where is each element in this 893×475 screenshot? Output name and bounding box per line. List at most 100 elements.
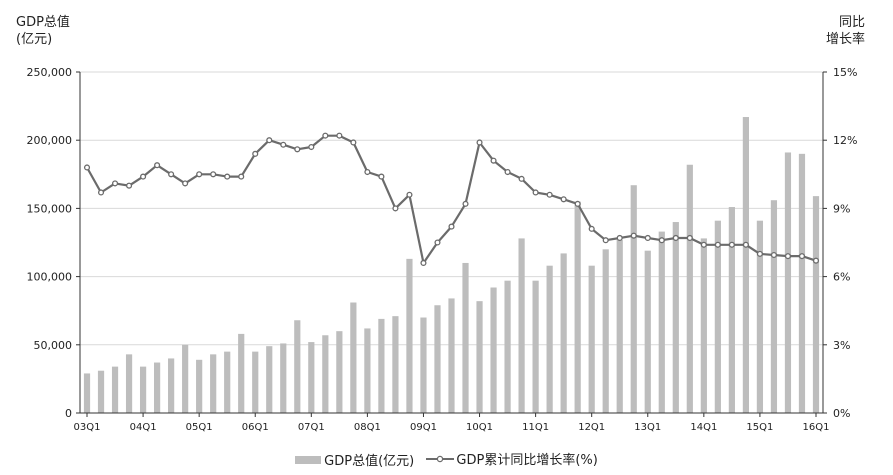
legend-swatch-line [426,455,455,462]
growth-point [182,180,189,187]
growth-point [532,189,539,196]
growth-point [238,173,245,180]
bar [154,362,161,413]
growth-point [658,237,665,244]
growth-point [588,225,595,232]
bar [182,344,189,413]
bar [518,238,525,413]
bar [434,305,441,413]
bar [700,238,707,413]
right-axis-title-line1: 同比 [838,15,865,30]
bar [770,200,778,413]
legend-swatch-bar [295,455,322,464]
growth-point [728,241,735,248]
left-axis-title-line1: GDP总值 [16,15,70,30]
left-tick-label: 0 [65,407,72,420]
x-tick-label: 08Q1 [354,422,381,433]
bar [448,298,455,413]
growth-point [434,239,441,246]
growth-point [518,175,525,182]
bar [252,351,259,413]
right-tick-label: 0% [833,407,850,420]
bar [406,258,413,413]
bar [658,231,665,413]
growth-point [210,171,217,178]
growth-point [196,171,203,178]
right-tick-label: 12% [833,134,857,147]
growth-point [406,191,413,198]
left-tick-label: 200,000 [27,134,73,147]
growth-point [770,251,777,259]
bar [602,249,609,413]
growth-point [574,200,581,207]
bar [616,239,623,413]
growth-point [168,171,175,178]
bar [238,333,245,413]
bar [812,196,820,413]
x-tick-label: 12Q1 [578,422,605,433]
growth-point [83,164,91,171]
growth-point [602,237,609,244]
growth-point [546,191,553,198]
legend-label-gdp: GDP总值(亿元) [324,454,415,469]
bar [97,370,105,413]
growth-point [336,132,343,139]
growth-point [630,232,637,239]
bar [224,351,231,413]
bar [546,265,553,413]
x-tick-label: 07Q1 [298,422,325,433]
growth-point [420,259,427,267]
growth-point [266,137,273,144]
x-tick-label: 06Q1 [242,422,269,433]
bar [462,262,469,413]
bar [308,342,315,413]
bar [742,117,749,414]
bar [322,335,329,413]
x-tick-label: 14Q1 [690,422,717,433]
bar [714,220,721,413]
bar [798,153,806,413]
x-tick-label: 09Q1 [410,422,437,433]
bar [210,354,217,413]
right-tick-label: 15% [833,66,857,79]
growth-point [350,139,357,146]
growth-point [784,253,792,260]
growth-point [490,157,497,164]
growth-point [462,200,469,207]
growth-point [812,257,820,264]
legend-label-growth: GDP累计同比增长率(%) [456,453,598,468]
bar [504,280,511,413]
right-tick-label: 6% [833,271,850,284]
bar [784,152,792,413]
bar [125,354,133,413]
bar [111,366,119,413]
bar [139,366,147,413]
bar [378,318,385,413]
bar [490,287,497,413]
growth-point [378,173,385,180]
bar [686,164,693,413]
right-axis-title: 同比 增长率 [826,14,865,48]
bar [672,222,679,413]
growth-point [616,234,623,242]
growth-point [504,168,511,176]
bar [476,301,483,413]
growth-point [280,141,287,148]
growth-point [111,180,119,187]
legend-item-gdp: GDP总值(亿元) [295,450,414,469]
legend: GDP总值(亿元) GDP累计同比增长率(%) [0,449,893,469]
x-tick-label: 10Q1 [466,422,493,433]
left-tick-label: 150,000 [27,202,73,215]
growth-point [756,250,763,257]
growth-point [644,234,651,242]
x-tick-label: 15Q1 [746,422,773,433]
growth-point [714,241,721,248]
bar [574,201,581,413]
growth-point [308,143,315,151]
bar [420,317,427,413]
left-axis-title-line2: (亿元) [16,32,53,47]
x-tick-label: 04Q1 [130,422,157,433]
right-tick-label: 3% [833,339,850,352]
growth-point [560,196,567,203]
